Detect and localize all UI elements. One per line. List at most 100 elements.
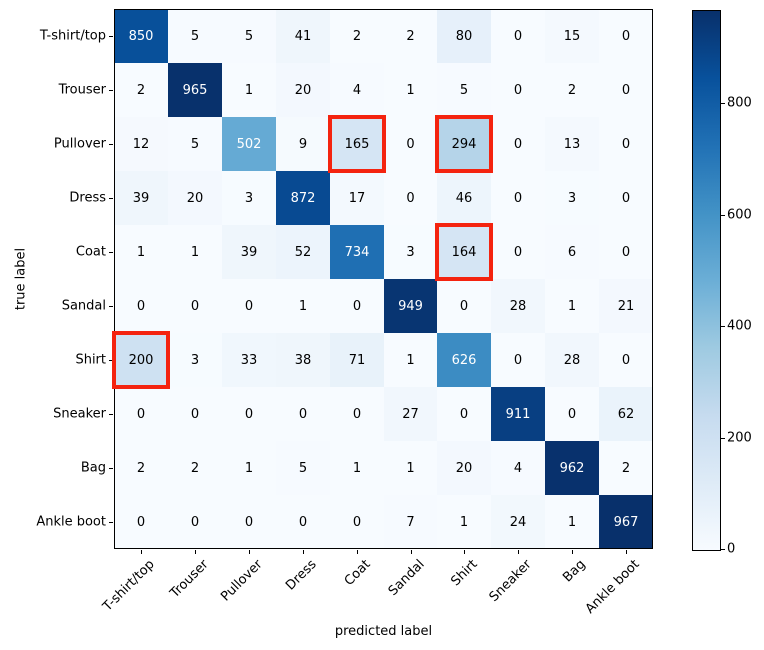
heatmap-cell: 71: [330, 333, 384, 387]
y-tick-label: Pullover: [53, 136, 106, 152]
x-tick-label: Bag: [560, 557, 589, 586]
heatmap-cell: 28: [491, 279, 545, 333]
x-tick-label: Ankle boot: [582, 557, 643, 617]
y-tick-label: Coat: [75, 244, 106, 260]
heatmap-cell: 3: [222, 171, 276, 225]
heatmap-cell: 2: [599, 441, 653, 495]
heatmap-cell: 0: [114, 279, 168, 333]
x-tick-label: Shirt: [448, 557, 481, 590]
heatmap-cell: 6: [545, 225, 599, 279]
y-tick-mark: [109, 144, 113, 145]
heatmap-cell: 967: [599, 495, 653, 549]
heatmap-cell: 0: [599, 63, 653, 117]
heatmap-cell: 0: [599, 333, 653, 387]
heatmap-cell: 3: [168, 333, 222, 387]
heatmap-cell: 1: [545, 495, 599, 549]
heatmap-cell: 1: [276, 279, 330, 333]
y-tick-mark: [109, 306, 113, 307]
y-tick-label: Trouser: [58, 82, 106, 98]
heatmap-cell: 1: [114, 225, 168, 279]
y-tick-mark: [109, 198, 113, 199]
y-tick-mark: [109, 468, 113, 469]
heatmap-cell: 80: [437, 9, 491, 63]
heatmap-cell: 1: [384, 63, 437, 117]
heatmap-cell: 200: [114, 333, 168, 387]
heatmap-cell: 33: [222, 333, 276, 387]
x-tick-mark: [411, 550, 412, 554]
heatmap-cell: 0: [599, 225, 653, 279]
heatmap-cell: 0: [168, 495, 222, 549]
heatmap-cell: 1: [384, 333, 437, 387]
y-tick-label: Dress: [69, 190, 106, 206]
heatmap-cell: 1: [222, 441, 276, 495]
x-tick-label: Coat: [341, 557, 374, 589]
heatmap-cell: 5: [168, 117, 222, 171]
x-tick-mark: [195, 550, 196, 554]
highlight-box: [435, 115, 493, 173]
highlight-box: [328, 115, 386, 173]
highlight-box: [112, 331, 170, 389]
heatmap-cell: 20: [276, 63, 330, 117]
heatmap-cell: 1: [384, 441, 437, 495]
heatmap-cell: 15: [545, 9, 599, 63]
heatmap-cell: 0: [276, 495, 330, 549]
heatmap-cell: 2: [114, 441, 168, 495]
heatmap-cell: 0: [384, 117, 437, 171]
heatmap-cell: 9: [276, 117, 330, 171]
heatmap-cell: 1: [437, 495, 491, 549]
heatmap-cell: 0: [491, 9, 545, 63]
x-tick-label: Sneaker: [486, 557, 535, 605]
heatmap-cell: 2: [545, 63, 599, 117]
heatmap-cell: 0: [114, 495, 168, 549]
colorbar-tick-mark: [721, 438, 725, 439]
x-tick-mark: [303, 550, 304, 554]
heatmap-cell: 949: [384, 279, 437, 333]
colorbar: [692, 10, 721, 551]
y-tick-mark: [109, 90, 113, 91]
heatmap-cell: 39: [114, 171, 168, 225]
heatmap-cell: 1: [330, 441, 384, 495]
heatmap-cell: 38: [276, 333, 330, 387]
colorbar-tick-mark: [721, 103, 725, 104]
heatmap-cell: 850: [114, 9, 168, 63]
x-tick-mark: [518, 550, 519, 554]
heatmap-cell: 20: [437, 441, 491, 495]
heatmap-cell: 1: [545, 279, 599, 333]
heatmap-cell: 5: [437, 63, 491, 117]
heatmap-cell: 164: [437, 225, 491, 279]
x-tick-mark: [464, 550, 465, 554]
heatmap-cell: 3: [545, 171, 599, 225]
heatmap-cell: 502: [222, 117, 276, 171]
heatmap-cell: 39: [222, 225, 276, 279]
heatmap-cell: 62: [599, 387, 653, 441]
heatmap-cell: 5: [222, 9, 276, 63]
heatmap-cell: 0: [330, 387, 384, 441]
heatmap-cell: 52: [276, 225, 330, 279]
x-tick-label: Trouser: [167, 557, 212, 602]
heatmap-cell: 2: [330, 9, 384, 63]
y-tick-mark: [109, 414, 113, 415]
x-tick-label: Pullover: [218, 557, 266, 605]
heatmap-cell: 20: [168, 171, 222, 225]
heatmap-cell: 0: [545, 387, 599, 441]
heatmap-cell: 12: [114, 117, 168, 171]
heatmap-cell: 27: [384, 387, 437, 441]
highlight-box: [435, 223, 493, 281]
heatmap-cell: 4: [330, 63, 384, 117]
heatmap-cell: 0: [168, 387, 222, 441]
heatmap-cell: 962: [545, 441, 599, 495]
heatmap-cell: 0: [330, 495, 384, 549]
heatmap-cell: 0: [437, 279, 491, 333]
heatmap-plot-area: 850 5 5 41 2 2 80 0 15 0 2 965 1 20 4 1 5 0 2 0 12 5 502 9 165 0 2…: [112, 9, 653, 549]
heatmap-cell: 5: [168, 9, 222, 63]
heatmap-cell: 0: [437, 387, 491, 441]
y-tick-label: Ankle boot: [36, 514, 106, 530]
x-tick-label: Sandal: [385, 557, 428, 599]
heatmap-cell: 13: [545, 117, 599, 171]
heatmap-cell: 17: [330, 171, 384, 225]
colorbar-tick-label: 200: [727, 430, 752, 446]
y-tick-mark: [109, 522, 113, 523]
colorbar-tick-label: 600: [727, 207, 752, 223]
heatmap-cell: 0: [599, 171, 653, 225]
